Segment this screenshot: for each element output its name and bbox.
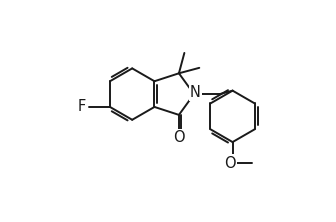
Text: O: O	[173, 131, 185, 145]
Text: N: N	[190, 85, 201, 100]
Text: F: F	[77, 99, 85, 115]
Text: O: O	[224, 156, 236, 171]
